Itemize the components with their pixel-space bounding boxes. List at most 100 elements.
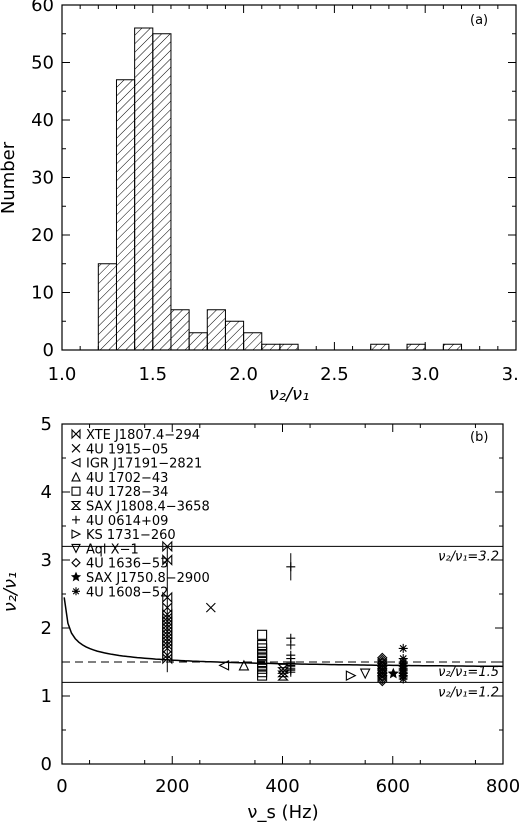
legend-symbol (71, 543, 81, 554)
y-tick-label: 10 (31, 283, 54, 304)
data-point (205, 602, 216, 613)
histogram-panel: 1.0 1.5 2.0 2.5 3.0 3.5 0 10 20 30 40 50 60 (a) Numb… (0, 0, 520, 405)
x-tick-label: 800 (486, 776, 520, 797)
panel-a-tag: (a) (470, 13, 488, 28)
legend-entry: 4U 1728−34 (86, 485, 168, 500)
x-tick-label: 400 (265, 776, 299, 797)
reference-line-label: ν₂/ν₁=3.2 (438, 549, 499, 564)
y-tick-label: 1 (41, 686, 52, 707)
data-point (257, 670, 268, 681)
legend-symbol (71, 443, 81, 453)
data-point (257, 663, 268, 674)
data-point (376, 675, 388, 687)
legend-symbol (72, 587, 80, 596)
panel-b-tag: (b) (470, 430, 488, 445)
data-point (162, 540, 173, 553)
x-tick-label: 0 (56, 776, 67, 797)
legend-entry: 4U 1608−52 (86, 585, 168, 600)
legend-symbol (71, 557, 81, 568)
histogram-bars (97, 27, 463, 351)
data-point (257, 646, 268, 657)
histogram-bar (442, 343, 463, 351)
trend-curve (63, 597, 504, 668)
legend-entry: 4U 0614+09 (86, 514, 168, 529)
legend-entry: Aql X−1 (86, 542, 139, 557)
histogram-bar (170, 309, 190, 351)
y-tick-label: 0 (43, 340, 54, 361)
legend-symbol (71, 486, 81, 496)
histogram-bar (370, 343, 390, 351)
histogram-bar (206, 309, 226, 351)
histogram-bar (224, 320, 245, 351)
y-tick-label: 3 (41, 550, 52, 571)
scatter-ticks: 0 200 400 600 800 0 1 2 3 4 5 (41, 414, 520, 797)
data-point (162, 554, 173, 566)
legend-symbol (71, 428, 81, 440)
y-tick-label: 20 (31, 225, 54, 246)
legend-symbol (70, 457, 81, 468)
legend-entry: 4U 1915−05 (86, 442, 168, 457)
reference-lines: ν₂/ν₁=3.2 ν₂/ν₁=1.5 ν₂/ν₁=1.2 (62, 545, 504, 700)
histogram-bar (134, 27, 154, 351)
data-point (162, 601, 173, 614)
histogram-bar (188, 332, 208, 351)
data-point (257, 639, 268, 651)
legend-symbol (72, 515, 80, 524)
legend-entry: SAX J1750.8−2900 (86, 571, 210, 586)
histogram-x-axis-title: ν₂/ν₁ (269, 384, 310, 405)
histogram-ticks: 1.0 1.5 2.0 2.5 3.0 3.5 0 10 20 30 40 50 60 (31, 0, 520, 385)
data-point (286, 633, 296, 643)
scatter-points (162, 540, 408, 687)
scatter-panel: ν₂/ν₁=3.2 ν₂/ν₁=1.5 ν₂/ν₁=1.2 0 200 400 600 80… (0, 414, 520, 823)
histogram-bar (115, 79, 136, 351)
histogram-y-axis-title: Number (0, 141, 19, 214)
histogram-bar (243, 332, 263, 351)
reference-line-label: ν₂/ν₁=1.5 (438, 665, 499, 680)
data-point (257, 629, 268, 640)
data-point (257, 650, 268, 661)
histogram-bar (97, 263, 117, 351)
reference-line-label: ν₂/ν₁=1.2 (438, 685, 499, 700)
data-point (238, 659, 250, 671)
x-tick-label: 3.5 (502, 364, 520, 385)
x-tick-label: 2.5 (320, 364, 349, 385)
data-point (376, 656, 388, 668)
data-point (387, 667, 399, 679)
data-point (277, 663, 289, 674)
data-point (376, 654, 388, 666)
y-tick-label: 40 (31, 110, 54, 131)
x-tick-label: 2.0 (229, 364, 258, 385)
legend-entry: IGR J17191−2821 (86, 457, 202, 472)
histogram-bar (406, 343, 426, 351)
x-tick-label: 600 (376, 776, 410, 797)
data-point (286, 650, 296, 660)
data-point (398, 643, 408, 653)
data-point (257, 667, 268, 678)
legend-symbol (70, 571, 82, 582)
x-tick-label: 3.0 (411, 364, 440, 385)
legend-entry: SAX J1808.4−3658 (86, 500, 210, 515)
histogram-bar (261, 343, 281, 351)
data-point (345, 670, 357, 681)
legend-entry: XTE J1807.4−294 (86, 428, 200, 443)
y-tick-label: 60 (31, 0, 54, 16)
data-point (218, 660, 230, 671)
y-tick-label: 5 (41, 414, 52, 435)
histogram-bar (279, 343, 299, 351)
data-point (359, 668, 371, 680)
legend-symbol (70, 500, 82, 511)
legend-entry: KS 1731−260 (86, 528, 176, 543)
data-point (162, 591, 173, 604)
y-tick-label: 30 (31, 168, 54, 189)
legend-entry: 4U 1702−43 (86, 471, 168, 486)
legend-symbol (71, 471, 81, 482)
legend-symbol (71, 529, 82, 539)
histogram-bar (152, 33, 172, 351)
data-point (257, 643, 268, 654)
y-tick-label: 4 (41, 482, 52, 503)
legend-entry: 4U 1636−53 (86, 557, 168, 572)
y-tick-label: 2 (41, 618, 52, 639)
y-tick-label: 50 (31, 53, 54, 74)
